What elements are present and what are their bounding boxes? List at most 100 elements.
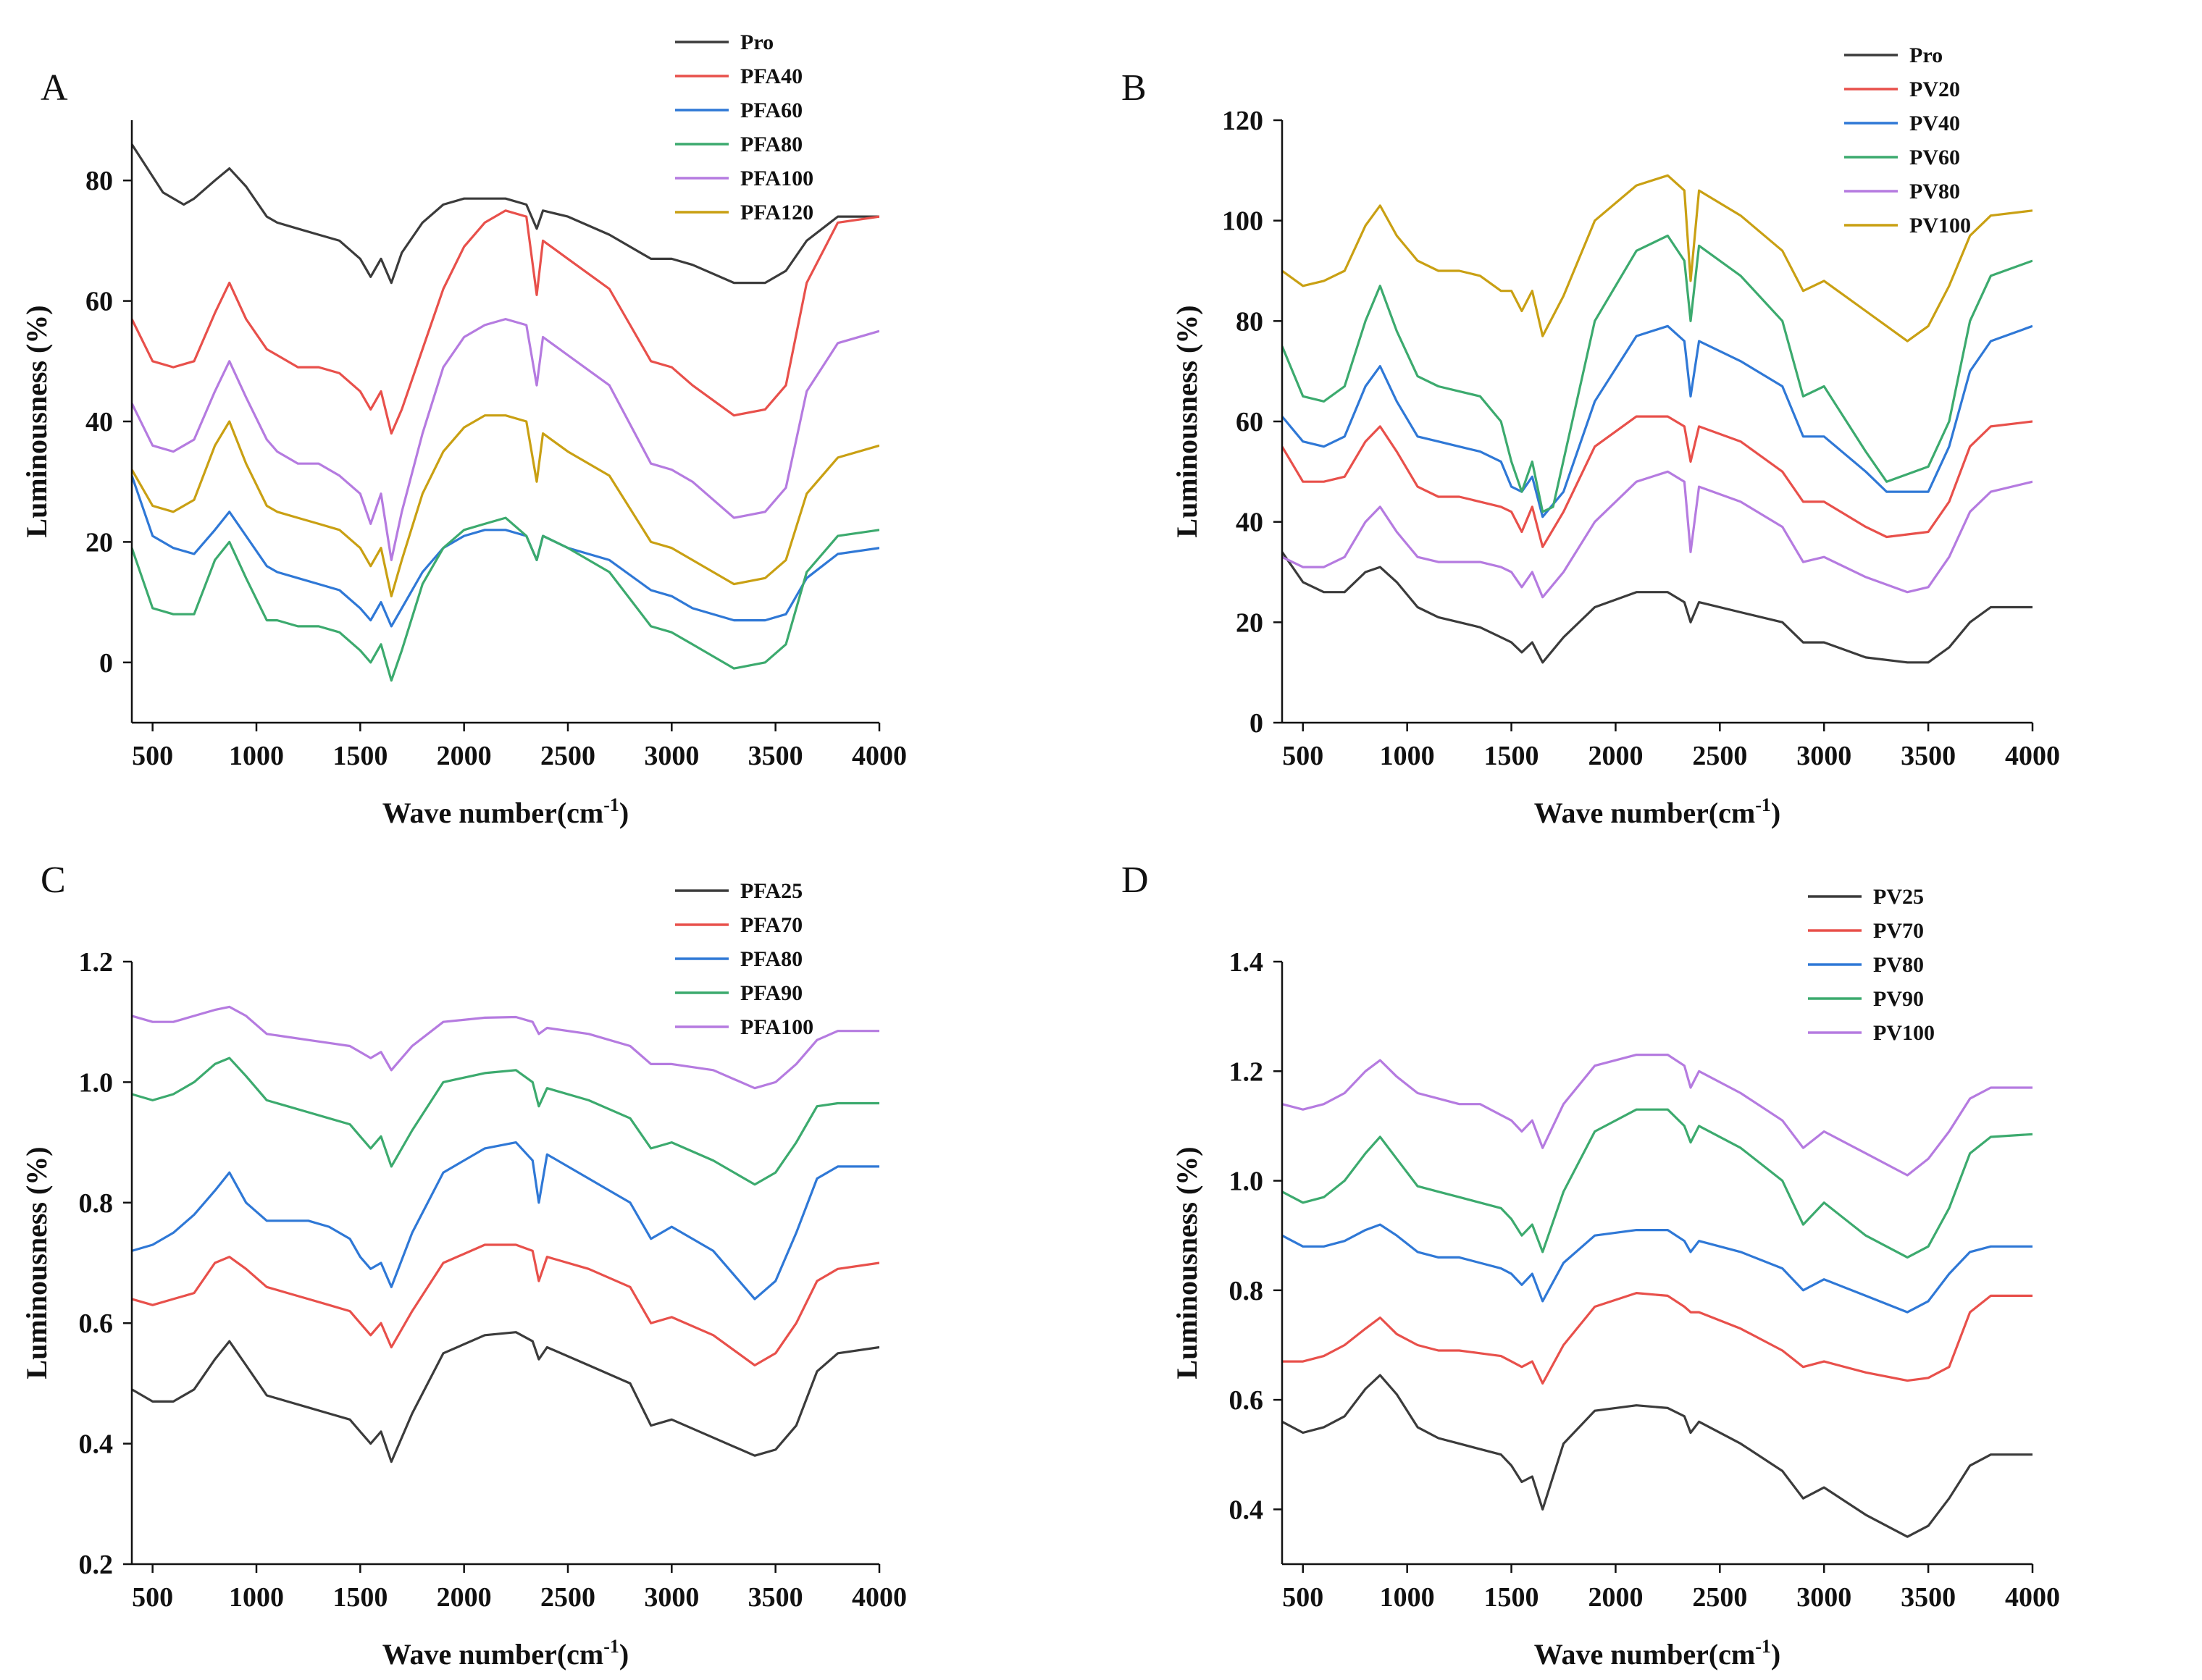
series-line-pfa70	[132, 1243, 879, 1366]
x-tick-label: 2000	[437, 741, 492, 771]
x-axis-title: Wave number(cm-1)	[382, 794, 629, 829]
y-tick-label: 20	[1236, 608, 1263, 638]
legend-label-pro: Pro	[740, 30, 774, 54]
x-axis-title: Wave number(cm-1)	[1534, 1636, 1781, 1671]
y-axis-title: Luminousness (%)	[20, 1146, 53, 1379]
legend-label-pv40: PV40	[1909, 112, 1960, 135]
series-line-pv25	[1282, 1374, 2033, 1538]
legend-label-pv100: PV100	[1873, 1021, 1935, 1045]
y-tick-label: 100	[1222, 206, 1263, 237]
legend-label-pv70: PV70	[1873, 919, 1924, 943]
series-line-pfa40	[132, 209, 879, 435]
y-tick-label: 0	[1249, 708, 1263, 739]
x-tick-label: 4000	[2005, 741, 2060, 771]
legend-label-pv90: PV90	[1873, 987, 1924, 1011]
x-tick-label: 2500	[1692, 741, 1747, 771]
y-tick-label: 80	[1236, 306, 1263, 337]
y-tick-label: 60	[85, 287, 113, 317]
x-tick-label: 4000	[852, 741, 907, 771]
x-tick-label: 3500	[748, 741, 803, 771]
x-tick-label: 2000	[1588, 741, 1643, 771]
series-line-pro	[132, 143, 879, 285]
x-tick-label: 500	[132, 741, 173, 771]
legend: Pro PV20 PV40 PV60 PV80 PV100	[1844, 43, 1971, 238]
panel-c: C 500 1000 1500 2000 2500 3000 3500 4000 0.2 0.4 0.…	[20, 860, 907, 1671]
panel-b: B 500 1000 1500 2000 2500 3000 3500 4000 0 20 40 60 8…	[1121, 43, 2060, 829]
x-tick-label: 500	[1282, 1582, 1323, 1613]
series-line-pfa100	[132, 1005, 879, 1090]
series-lines	[1282, 1054, 2033, 1538]
legend-label-pv80: PV80	[1909, 180, 1960, 203]
y-tick-label: 20	[85, 527, 113, 558]
legend: Pro PFA40 PFA60 PFA80 PFA100 PFA120	[675, 30, 813, 224]
series-lines	[132, 143, 879, 682]
x-tick-label: 1500	[1484, 1582, 1539, 1613]
legend-label-pfa90: PFA90	[740, 981, 803, 1005]
x-tick-label: 1000	[1380, 741, 1435, 771]
x-tick-label: 3500	[748, 1582, 803, 1613]
series-line-pv80	[1282, 1223, 2033, 1314]
y-tick-label: 60	[1236, 407, 1263, 437]
series-lines	[132, 1005, 879, 1463]
legend-label-pfa60: PFA60	[740, 98, 803, 122]
panel-a: A 500 1000 1500 2000 2500 3000 3500 4000 0 20 40 60 8…	[20, 30, 907, 829]
legend-label-pv20: PV20	[1909, 77, 1960, 101]
y-tick-label: 1.4	[1229, 947, 1264, 978]
series-line-pv80	[1282, 470, 2033, 599]
x-tick-label: 2000	[437, 1582, 492, 1613]
x-tick-label: 3500	[1901, 1582, 1956, 1613]
legend: PFA25 PFA70 PFA80 PFA90 PFA100	[675, 879, 813, 1039]
x-tick-label: 3500	[1901, 741, 1956, 771]
y-tick-label: 0	[99, 648, 113, 679]
y-tick-label: 80	[85, 166, 113, 196]
y-tick-label: 1.0	[1229, 1167, 1264, 1197]
x-axis-title: Wave number(cm-1)	[1534, 794, 1781, 829]
series-line-pv70	[1282, 1292, 2033, 1385]
series-line-pv40	[1282, 324, 2033, 518]
series-line-pv20	[1282, 415, 2033, 548]
x-tick-label: 2500	[540, 1582, 595, 1613]
series-line-pv100	[1282, 1054, 2033, 1177]
legend-label-pfa100: PFA100	[740, 167, 813, 190]
x-tick-label: 1000	[229, 741, 284, 771]
x-tick-label: 500	[132, 1582, 173, 1613]
legend-label-pfa70: PFA70	[740, 913, 803, 937]
panel-letter: A	[41, 67, 68, 109]
x-tick-label: 1500	[1484, 741, 1539, 771]
panel-letter: B	[1121, 67, 1147, 109]
y-tick-label: 0.8	[79, 1188, 114, 1219]
y-tick-label: 0.4	[1229, 1495, 1264, 1525]
x-tick-label: 4000	[2005, 1582, 2060, 1613]
series-lines	[1282, 174, 2033, 664]
panel-letter: D	[1121, 860, 1149, 901]
series-line-pfa100	[132, 318, 879, 561]
series-line-pfa80	[132, 1141, 879, 1301]
y-tick-label: 0.6	[79, 1309, 114, 1339]
y-tick-label: 40	[85, 407, 113, 437]
y-axis-title: Luminousness (%)	[20, 305, 53, 537]
y-tick-label: 0.4	[79, 1429, 114, 1460]
x-tick-label: 500	[1282, 741, 1323, 771]
x-tick-label: 3000	[644, 1582, 699, 1613]
x-tick-label: 3000	[1796, 741, 1851, 771]
x-tick-label: 2500	[540, 741, 595, 771]
legend: PV25 PV70 PV80 PV90 PV100	[1808, 885, 1935, 1045]
legend-label-pfa80: PFA80	[740, 947, 803, 971]
series-line-pfa60	[132, 475, 879, 628]
legend-label-pv25: PV25	[1873, 885, 1924, 909]
y-tick-label: 0.8	[1229, 1276, 1264, 1306]
y-tick-label: 0.2	[79, 1550, 114, 1580]
x-tick-label: 3000	[1796, 1582, 1851, 1613]
series-line-pv60	[1282, 234, 2033, 513]
y-tick-label: 1.2	[1229, 1057, 1264, 1087]
y-tick-label: 120	[1222, 106, 1263, 136]
y-tick-label: 1.2	[79, 947, 114, 978]
y-tick-label: 40	[1236, 508, 1263, 538]
legend-label-pv80: PV80	[1873, 953, 1924, 977]
y-axis-title: Luminousness (%)	[1171, 1146, 1203, 1379]
x-tick-label: 4000	[852, 1582, 907, 1613]
legend-label-pfa100: PFA100	[740, 1015, 813, 1039]
series-line-pfa90	[132, 1057, 879, 1186]
